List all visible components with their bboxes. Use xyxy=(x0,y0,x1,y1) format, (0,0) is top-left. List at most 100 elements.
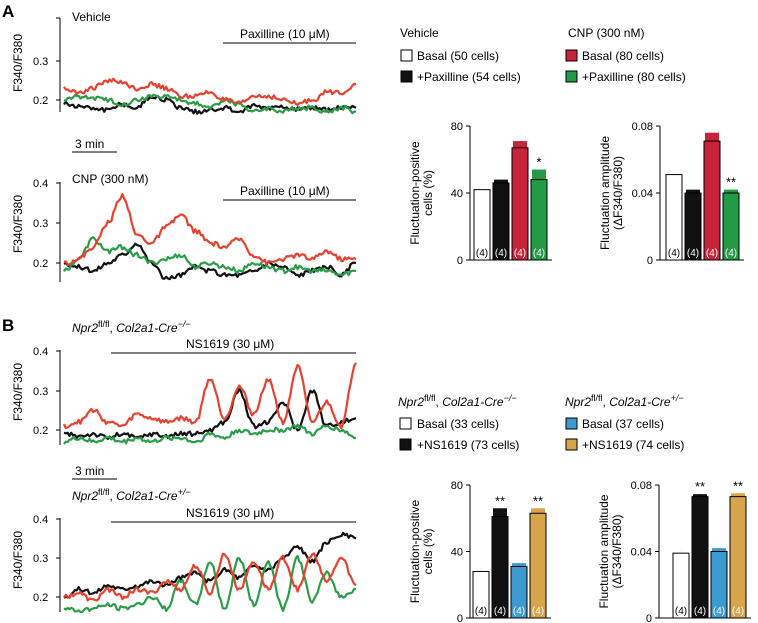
bar xyxy=(472,570,490,619)
drug-label: Paxilline (10 μM) xyxy=(240,27,330,41)
legend-swatch-cnp-paxilline xyxy=(565,70,578,83)
legend-group-cnp: CNP (300 nM) xyxy=(568,26,644,40)
legend-group-heterozygous: Npr2fl/fl, Col2a1-Cre+/− xyxy=(565,393,684,409)
bar xyxy=(710,551,728,619)
bar xyxy=(703,140,721,261)
n-label: (4) xyxy=(476,248,488,259)
tick-label: 0 xyxy=(647,255,653,267)
y-axis-label: F340/F380 xyxy=(11,34,25,92)
drug-label: Paxilline (10 μM) xyxy=(240,184,330,198)
legend-label: Basal (37 cells) xyxy=(582,417,664,431)
legend-label: Basal (33 cells) xyxy=(417,417,499,431)
bar xyxy=(691,496,709,619)
tick-label-0.2: 0.2 xyxy=(33,425,48,437)
y-axis-label: F340/F380 xyxy=(11,531,25,589)
tick-label-0.3: 0.3 xyxy=(33,386,48,398)
gene-name: Npr2 xyxy=(398,395,424,409)
error-cap xyxy=(512,563,526,567)
y-axis-label: cells (%) xyxy=(421,170,435,216)
n-label: (4) xyxy=(514,248,526,259)
tick-label-0.4: 0.4 xyxy=(33,178,48,190)
gene-superscript: fl/fl xyxy=(98,487,110,497)
panel-b-letter: B xyxy=(2,316,14,335)
error-cap xyxy=(475,184,489,190)
n-label: (4) xyxy=(532,606,544,617)
error-cap xyxy=(693,494,707,497)
legend-swatch-paxilline xyxy=(400,70,413,83)
trace-line-black xyxy=(63,388,357,441)
trace-condition-label: CNP (300 nM) xyxy=(72,172,148,186)
tick-label-0.3: 0.3 xyxy=(33,56,48,68)
error-cap xyxy=(494,179,508,183)
gene-name: Npr2 xyxy=(565,395,591,409)
trace-line-green xyxy=(63,423,357,445)
cre-superscript: +/− xyxy=(671,393,684,403)
bar xyxy=(729,496,747,619)
legend-swatch-basal xyxy=(399,417,412,430)
legend-swatch-het-basal xyxy=(565,417,578,430)
y-axis-label: Fluctuation-positive xyxy=(408,499,422,603)
tick-label-0.2: 0.2 xyxy=(33,592,48,604)
n-label: (4) xyxy=(725,248,737,259)
tick-label: 0.08 xyxy=(631,480,652,492)
trace-condition-label: Vehicle xyxy=(72,10,111,24)
tick-label: 0.04 xyxy=(631,547,652,559)
bar xyxy=(722,192,740,261)
significance-label: ** xyxy=(733,478,743,493)
panel-a-letter: A xyxy=(2,2,14,21)
trace-panel-a-cnp: 0.4 0.3 0.2 F340/F380 CNP (300 nM) Paxil… xyxy=(11,172,357,282)
tick-label: 80 xyxy=(451,121,463,133)
error-cap xyxy=(531,508,545,514)
tick-label: 0 xyxy=(457,255,463,267)
tick-label: 40 xyxy=(451,547,463,559)
genotype-label: Npr2fl/fl, Col2a1-Cre+/− xyxy=(72,487,191,503)
legend-swatch-ns1619 xyxy=(399,438,412,451)
n-label: (4) xyxy=(668,248,680,259)
bar xyxy=(530,179,548,261)
significance-label: * xyxy=(536,155,541,170)
n-label: (4) xyxy=(706,248,718,259)
error-cap xyxy=(686,189,700,193)
gene-name: Npr2 xyxy=(72,489,98,503)
trace-line-red xyxy=(63,552,357,602)
tick-label-0.4: 0.4 xyxy=(33,346,48,358)
error-cap xyxy=(731,493,745,497)
error-cap xyxy=(532,169,546,180)
error-cap xyxy=(674,550,688,554)
legend-swatch-basal xyxy=(400,49,413,62)
n-label: (4) xyxy=(687,248,699,259)
significance-label: ** xyxy=(495,493,505,508)
bar-chart-fluctuation-amplitude-a: 0 0.04 0.08 Fluctuation amplitude (ΔF340/F38… xyxy=(598,121,744,267)
tick-label: 0.08 xyxy=(632,121,653,133)
bar xyxy=(511,147,529,261)
trace-line-red xyxy=(62,362,357,430)
trace-panel-b-knockout: 0.4 0.3 0.2 F340/F380 Npr2fl/fl, Col2a1-… xyxy=(11,319,357,445)
gene-name: Npr2 xyxy=(72,321,98,335)
trace-panel-b-heterozygous: 0.4 0.3 0.2 F340/F380 Npr2fl/fl, Col2a1-… xyxy=(11,487,357,613)
cre-superscript: −/− xyxy=(178,319,191,329)
y-axis-label: Fluctuation amplitude xyxy=(598,136,612,250)
bar-chart-fluctuation-positive-a: 0 40 80 Fluctuation-positive cells (%) (4) (4)… xyxy=(408,121,552,267)
error-cap xyxy=(712,548,726,552)
legend-label: +NS1619 (73 cells) xyxy=(417,438,519,452)
separator: , xyxy=(110,321,117,335)
separator: , xyxy=(110,489,117,503)
y-axis-label: (ΔF340/F380) xyxy=(610,514,624,588)
tick-label-0.3: 0.3 xyxy=(33,218,48,230)
bar xyxy=(684,192,702,261)
cre-superscript: −/− xyxy=(504,393,517,403)
cre-superscript: +/− xyxy=(178,487,191,497)
legend-panel-b: Npr2fl/fl, Col2a1-Cre−/− Npr2fl/fl, Col2… xyxy=(398,393,684,452)
legend-swatch-cnp-basal xyxy=(565,49,578,62)
tick-label: 0.04 xyxy=(632,188,653,200)
y-axis-label: F340/F380 xyxy=(11,195,25,253)
scalebar-a-label: 3 min xyxy=(75,137,104,151)
tick-label-0.2: 0.2 xyxy=(33,95,48,107)
drug-label: NS1619 (30 μM) xyxy=(186,506,274,520)
bar-chart-fluctuation-positive-b: 0 40 80 Fluctuation-positive cells (%) (4) (4)… xyxy=(408,480,551,623)
bar xyxy=(529,512,547,619)
legend-swatch-het-ns1619 xyxy=(565,438,578,451)
separator: , xyxy=(603,395,610,409)
scalebar-b-label: 3 min xyxy=(75,464,104,478)
